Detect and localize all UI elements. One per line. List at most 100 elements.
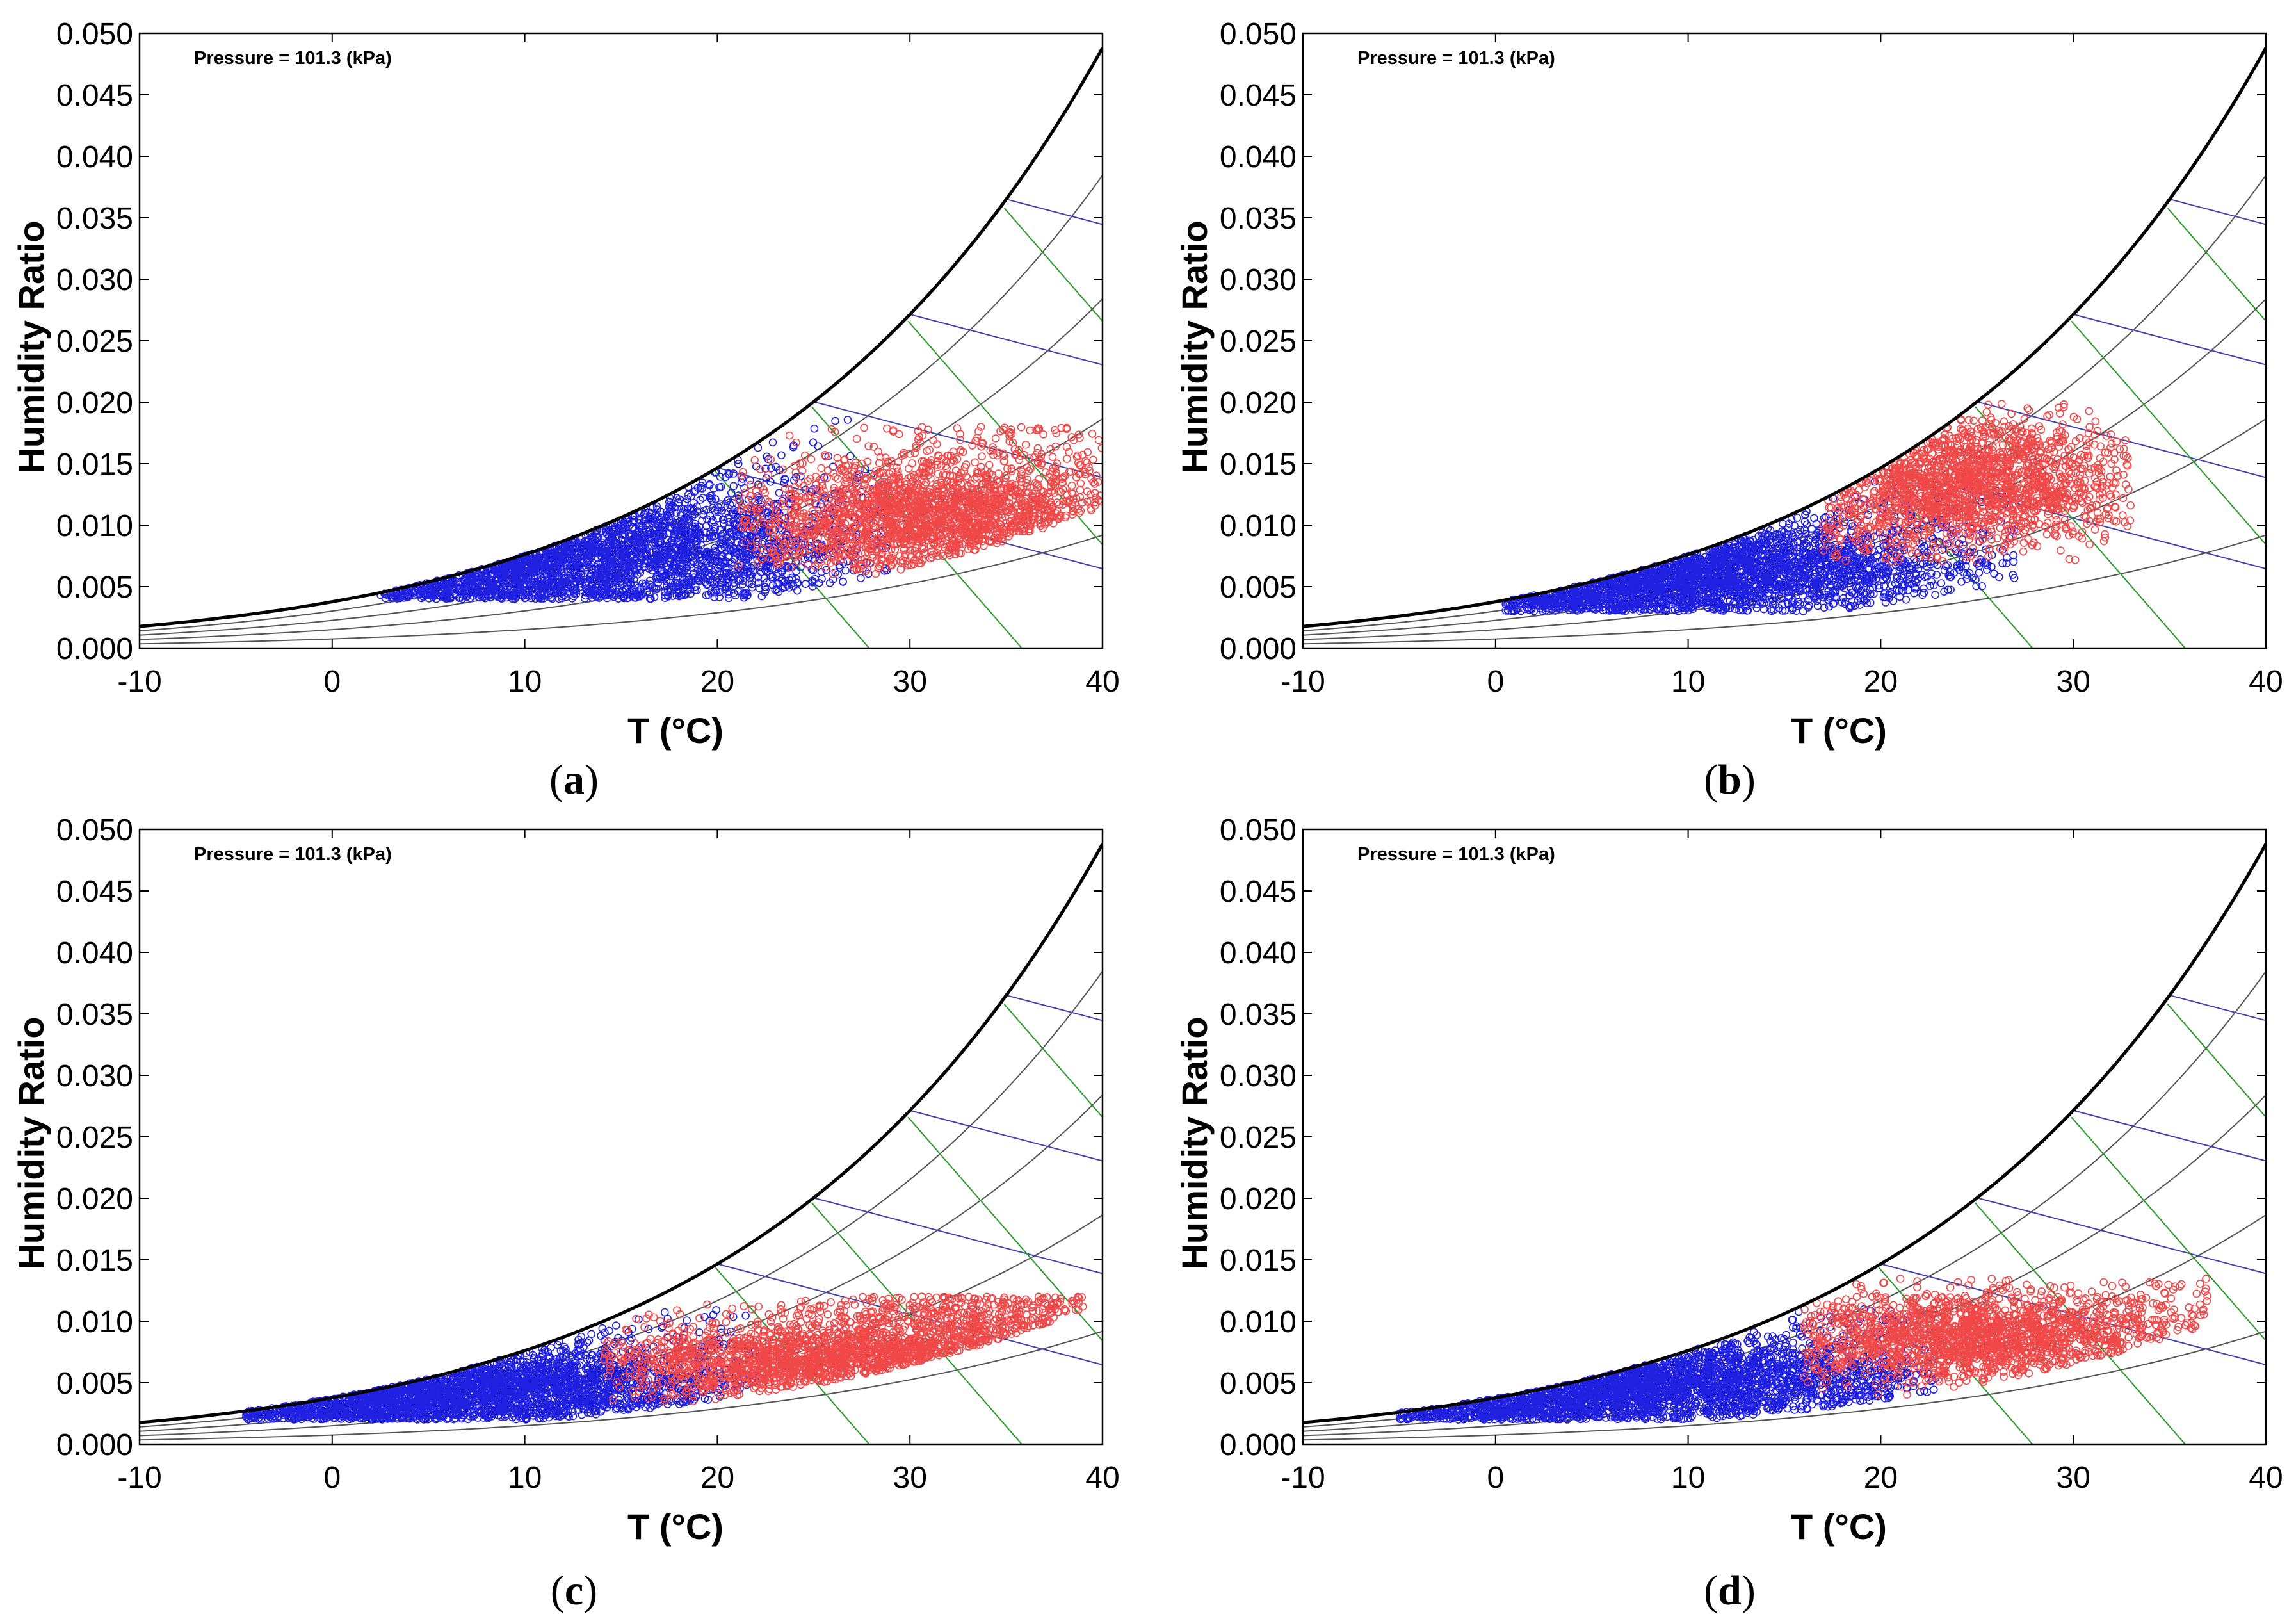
data-point	[674, 498, 683, 507]
data-point	[777, 534, 786, 542]
data-point	[690, 564, 699, 573]
data-point	[687, 578, 696, 586]
data-point	[956, 436, 964, 444]
data-point	[649, 513, 658, 522]
data-point	[814, 550, 823, 558]
wet-bulb-line	[1003, 208, 1103, 322]
data-point	[975, 493, 984, 502]
data-point	[902, 526, 911, 534]
data-point	[840, 455, 849, 464]
data-point	[919, 523, 928, 532]
data-point	[953, 455, 962, 464]
data-point	[517, 572, 526, 581]
data-point	[862, 509, 871, 517]
data-point	[780, 478, 789, 487]
data-point	[645, 548, 654, 557]
data-point	[565, 587, 573, 596]
data-point	[871, 467, 880, 475]
data-point	[1796, 599, 1804, 608]
data-point	[805, 510, 813, 519]
data-point	[951, 482, 959, 491]
data-point	[620, 556, 629, 564]
data-point	[903, 561, 912, 570]
data-point	[779, 499, 788, 508]
data-point	[875, 459, 884, 468]
data-point	[825, 578, 834, 587]
data-point	[877, 555, 885, 564]
data-point	[888, 487, 896, 496]
data-point	[874, 538, 882, 547]
data-point	[740, 589, 749, 598]
data-point	[877, 492, 885, 501]
data-point	[772, 507, 780, 516]
data-point	[473, 585, 481, 594]
data-point	[809, 566, 818, 574]
data-point	[986, 446, 994, 455]
data-point	[624, 517, 633, 526]
data-point	[866, 559, 875, 568]
data-point	[727, 489, 736, 498]
data-point	[1006, 521, 1015, 530]
data-point	[839, 532, 848, 540]
data-point	[753, 555, 761, 564]
data-point	[718, 535, 726, 544]
data-point	[977, 442, 985, 451]
data-point	[973, 491, 982, 500]
data-point	[1927, 569, 1936, 578]
data-point	[1793, 514, 1802, 522]
data-point	[735, 531, 743, 539]
data-point	[876, 453, 885, 462]
data-point	[712, 548, 720, 557]
data-point	[841, 566, 850, 575]
data-point	[622, 564, 630, 573]
rh-curve	[1303, 534, 2266, 645]
data-point	[681, 532, 690, 541]
data-point	[894, 535, 902, 543]
data-point	[893, 493, 901, 502]
data-point	[1035, 455, 1044, 464]
data-point	[701, 578, 709, 586]
data-point	[706, 558, 715, 566]
data-point	[666, 500, 675, 509]
data-point	[869, 500, 877, 508]
data-point	[481, 587, 490, 596]
data-point	[889, 426, 898, 434]
data-point	[403, 593, 412, 601]
data-point	[695, 576, 704, 585]
data-point	[944, 532, 953, 541]
wet-bulb-line	[907, 320, 1103, 546]
data-point	[999, 457, 1008, 466]
data-point	[1062, 443, 1071, 452]
data-point	[964, 474, 972, 482]
data-point	[557, 574, 566, 583]
data-point	[1052, 429, 1060, 437]
data-point	[837, 510, 846, 518]
data-point	[711, 495, 720, 503]
data-point	[716, 473, 725, 481]
data-point	[693, 525, 701, 533]
data-point	[857, 574, 865, 583]
data-point	[821, 509, 830, 517]
data-point	[1019, 527, 1027, 536]
data-point	[681, 506, 690, 514]
data-point	[707, 556, 716, 565]
data-point	[818, 521, 827, 530]
data-point	[1059, 473, 1067, 482]
data-point	[944, 451, 953, 460]
data-point	[784, 550, 793, 558]
data-point	[690, 573, 698, 582]
data-point	[860, 475, 869, 484]
data-point	[889, 540, 898, 549]
data-point	[706, 512, 715, 520]
data-point	[853, 478, 861, 487]
data-point	[683, 585, 692, 594]
data-point	[426, 585, 435, 594]
data-point	[1017, 423, 1026, 432]
data-point	[871, 508, 879, 517]
data-point	[770, 500, 778, 509]
data-point	[855, 501, 863, 509]
data-point	[779, 494, 788, 503]
data-point	[696, 532, 704, 541]
data-point	[843, 416, 852, 424]
data-point	[811, 472, 820, 481]
